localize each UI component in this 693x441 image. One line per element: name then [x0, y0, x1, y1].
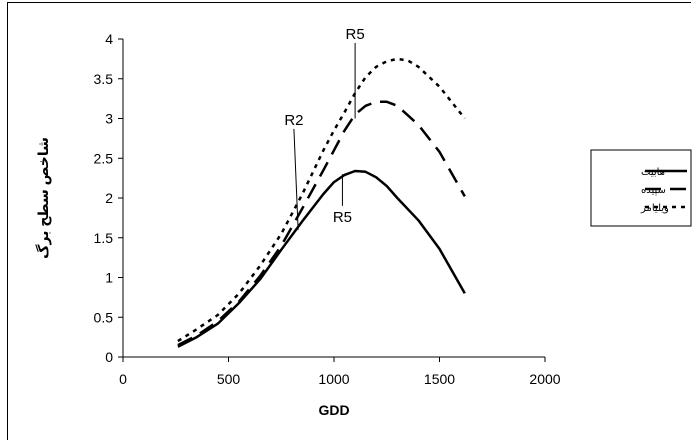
- annotation-leader: [293, 128, 299, 230]
- series-line-3: [177, 57, 466, 343]
- x-tick-label: 0: [119, 371, 127, 387]
- y-tick-label: 1.5: [94, 230, 114, 246]
- x-tick-label: 2000: [529, 371, 560, 387]
- legend-label-3: ویلیامز: [640, 203, 669, 214]
- x-axis-title: GDD: [318, 402, 349, 418]
- legend-label-1: هابیت: [641, 167, 665, 178]
- x-tick-label: 1500: [424, 371, 455, 387]
- y-tick-label: 2.5: [94, 150, 114, 166]
- annotation-layer: R5 R2 R5: [284, 26, 365, 230]
- series-line-1: [177, 169, 466, 348]
- x-tick-label: 500: [217, 371, 241, 387]
- annotation-label: R5: [346, 26, 365, 43]
- annotation-label: R5: [333, 209, 352, 226]
- y-axis-title: شاخص سطح برگ: [35, 137, 52, 259]
- line-chart: 0 0.5 1 1.5 2 2.5 3 3.5 4 0 500 1000 1500 2000 GDD ش…: [35, 26, 692, 418]
- y-tick-label: 3.5: [94, 71, 114, 87]
- y-tick-label: 0: [105, 349, 113, 365]
- y-tick-label: 1: [105, 270, 113, 286]
- legend-label-2: سپیده: [641, 185, 666, 196]
- y-tick-label: 0.5: [94, 309, 114, 325]
- x-axis: 0 500 1000 1500 2000: [119, 356, 561, 387]
- series-layer: [177, 57, 466, 348]
- chart-area: 0 0.5 1 1.5 2 2.5 3 3.5 4 0 500 1000 1500 2000 GDD ش…: [7, 2, 692, 440]
- annotation-label: R2: [284, 112, 303, 129]
- legend: هابیت سپیده ویلیامز: [590, 149, 692, 227]
- y-tick-label: 4: [105, 31, 113, 47]
- y-axis: 0 0.5 1 1.5 2 2.5 3 3.5 4: [94, 31, 124, 365]
- series-line-2: [177, 100, 466, 347]
- y-tick-label: 3: [105, 111, 113, 127]
- x-tick-label: 1000: [318, 371, 349, 387]
- y-tick-label: 2: [105, 190, 113, 206]
